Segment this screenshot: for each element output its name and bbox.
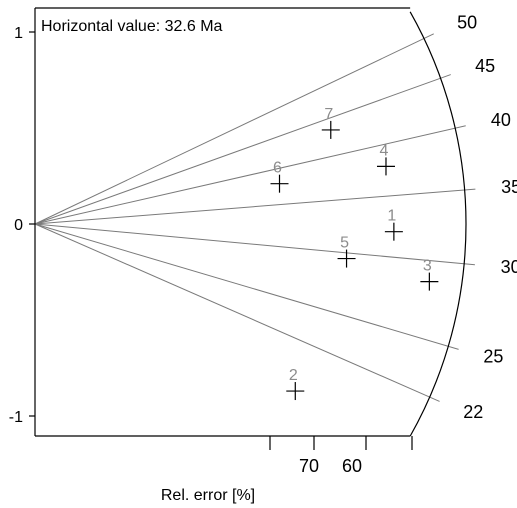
point-label: 6 — [273, 160, 282, 177]
x-tick-label: 60 — [342, 456, 362, 476]
point-label: 4 — [380, 142, 389, 159]
y-tick-label: -1 — [9, 409, 23, 426]
radial-tick-label: 40 — [491, 110, 511, 130]
data-point: 5 — [337, 235, 356, 268]
y-tick-label: 0 — [14, 217, 23, 234]
radial-ray — [34, 33, 434, 225]
radial-arc — [409, 11, 467, 437]
radial-ray — [34, 223, 440, 402]
data-point: 4 — [376, 142, 395, 176]
radial-tick-label: 30 — [501, 257, 517, 277]
radial-rays — [34, 33, 476, 402]
radial-ray — [34, 223, 475, 266]
data-point: 1 — [384, 208, 403, 241]
data-point: 2 — [286, 367, 305, 401]
radial-tick-label: 22 — [463, 402, 483, 422]
radial-ray — [34, 125, 466, 225]
data-points: 1 2 3 4 5 6 7 — [270, 106, 439, 401]
data-point: 6 — [270, 160, 289, 193]
radial-ray — [34, 74, 451, 225]
y-tick-label: 1 — [14, 25, 23, 42]
point-label: 2 — [289, 367, 298, 384]
radial-ray — [34, 223, 459, 350]
data-point: 7 — [321, 106, 340, 139]
axes — [29, 7, 467, 450]
point-label: 7 — [324, 106, 333, 123]
point-label: 5 — [340, 235, 349, 252]
radial-ray — [34, 188, 476, 225]
point-label: 3 — [423, 258, 432, 275]
x-tick-label: 70 — [299, 456, 319, 476]
radial-tick-label: 50 — [457, 13, 477, 33]
radial-tick-label: 35 — [501, 177, 517, 197]
data-point: 3 — [420, 258, 439, 291]
x-axis-title: Rel. error [%] — [161, 487, 255, 504]
radial-tick-label: 45 — [475, 56, 495, 76]
radial-tick-label: 25 — [483, 347, 503, 367]
chart-annotation: Horizontal value: 32.6 Ma — [41, 18, 223, 35]
point-label: 1 — [387, 208, 396, 225]
